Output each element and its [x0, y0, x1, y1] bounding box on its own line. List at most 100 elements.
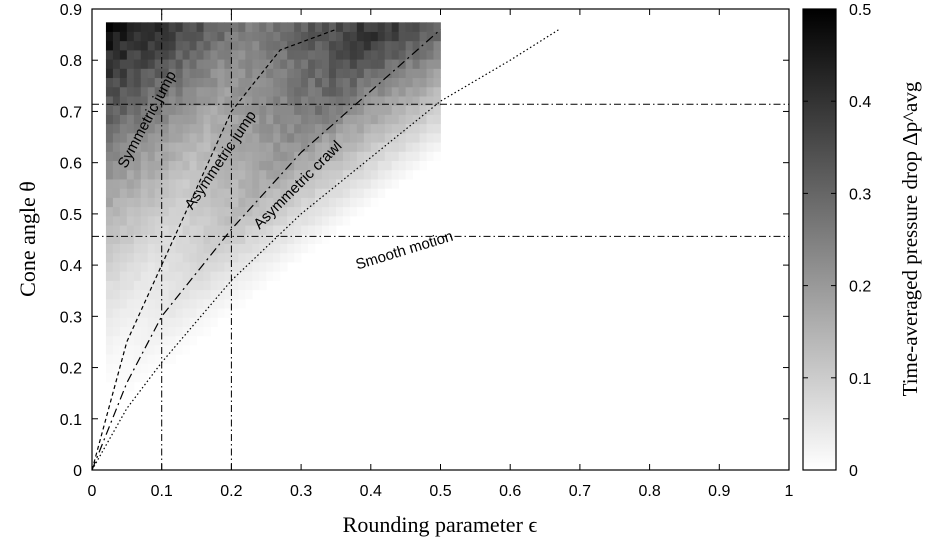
heatmap-cell	[119, 132, 128, 143]
heatmap-cell	[266, 105, 274, 115]
heatmap-cell	[105, 262, 114, 272]
heatmap-cell	[238, 179, 246, 189]
heatmap-cell	[238, 132, 246, 143]
heatmap-cell	[105, 280, 114, 291]
heatmap-cell	[245, 160, 253, 171]
heatmap-cell	[126, 197, 135, 208]
heatmap-cell	[356, 49, 365, 60]
heatmap-cell	[308, 179, 316, 189]
heatmap-cell	[259, 234, 267, 244]
heatmap-cell	[315, 169, 323, 180]
heatmap-cell	[370, 31, 379, 42]
heatmap-cell	[252, 206, 260, 217]
heatmap-cell	[405, 132, 414, 143]
heatmap-cell	[147, 142, 156, 152]
heatmap-cell	[105, 86, 114, 97]
heatmap-cell	[196, 123, 204, 134]
heatmap-cell	[154, 179, 163, 189]
heatmap-cell	[322, 105, 330, 115]
heatmap-cell	[377, 123, 386, 134]
heatmap-cell	[405, 105, 414, 115]
heatmap-cell	[119, 96, 128, 106]
heatmap-cell	[147, 68, 156, 79]
heatmap-cell	[335, 197, 344, 208]
heatmap-cell	[168, 31, 177, 42]
heatmap-cell	[119, 105, 128, 115]
heatmap-cell	[377, 68, 386, 79]
heatmap-cell	[363, 123, 372, 134]
heatmap-cell	[182, 105, 190, 115]
heatmap-cell	[154, 289, 163, 300]
y-tick-label: 0.7	[60, 104, 82, 121]
heatmap-cell	[168, 114, 177, 125]
heatmap-cell	[322, 151, 330, 162]
heatmap-cell	[384, 179, 393, 189]
heatmap-cell	[168, 262, 177, 272]
heatmap-cell	[154, 243, 163, 254]
heatmap-cell	[175, 22, 184, 32]
heatmap-cell	[126, 381, 135, 392]
heatmap-cell	[308, 142, 316, 152]
heatmap-cell	[210, 225, 218, 235]
heatmap-cell	[203, 142, 211, 152]
heatmap-cell	[405, 49, 414, 60]
heatmap-cell	[412, 77, 420, 88]
heatmap-cell	[196, 96, 204, 106]
heatmap-cell	[419, 49, 427, 60]
heatmap-cell	[308, 243, 316, 254]
heatmap-cell	[196, 225, 204, 235]
heatmap-cell	[370, 68, 379, 79]
heatmap-cell	[280, 40, 288, 51]
heatmap-cell	[161, 197, 170, 208]
heatmap-cell	[294, 22, 302, 32]
heatmap-cell	[112, 142, 121, 152]
heatmap-cell	[259, 49, 267, 60]
heatmap-cell	[398, 77, 407, 88]
heatmap-cell	[398, 96, 407, 106]
heatmap-cell	[147, 77, 156, 88]
heatmap-cell	[175, 59, 184, 69]
heatmap-cell	[147, 326, 156, 337]
heatmap-cell	[105, 151, 114, 162]
heatmap-cell	[335, 68, 344, 79]
heatmap-cell	[322, 215, 330, 226]
heatmap-cell	[356, 169, 365, 180]
heatmap-cell	[154, 105, 163, 115]
heatmap-cell	[189, 206, 197, 217]
heatmap-cell	[266, 86, 274, 97]
heatmap-cell	[322, 132, 330, 143]
heatmap-cell	[217, 151, 225, 162]
heatmap-cell	[224, 59, 232, 69]
heatmap-cell	[342, 49, 351, 60]
heatmap-cell	[363, 49, 372, 60]
heatmap-cell	[231, 243, 239, 254]
heatmap-cell	[154, 363, 163, 374]
heatmap-cell	[182, 142, 190, 152]
heatmap-cell	[189, 225, 197, 235]
heatmap-cell	[433, 77, 441, 88]
heatmap-cell	[252, 105, 260, 115]
heatmap-cell	[119, 188, 128, 198]
heatmap-cell	[147, 243, 156, 254]
heatmap-cell	[175, 179, 184, 189]
heatmap-cell	[308, 31, 316, 42]
heatmap-cell	[231, 160, 239, 171]
heatmap-cell	[210, 298, 218, 309]
heatmap-cell	[412, 132, 420, 143]
heatmap-cell	[349, 68, 358, 79]
heatmap-cell	[112, 31, 121, 42]
heatmap-cell	[238, 86, 246, 97]
heatmap-cell	[301, 179, 309, 189]
heatmap-cell	[252, 225, 260, 235]
heatmap-cell	[301, 68, 309, 79]
heatmap-cell	[154, 206, 163, 217]
heatmap-cell	[175, 197, 184, 208]
heatmap-cell	[294, 151, 302, 162]
heatmap-cell	[273, 169, 281, 180]
heatmap-cell	[182, 215, 190, 226]
heatmap-cell	[126, 142, 135, 152]
heatmap-cell	[322, 59, 330, 69]
heatmap-cell	[203, 271, 211, 281]
heatmap-cell	[140, 114, 149, 125]
heatmap-cell	[161, 114, 170, 125]
